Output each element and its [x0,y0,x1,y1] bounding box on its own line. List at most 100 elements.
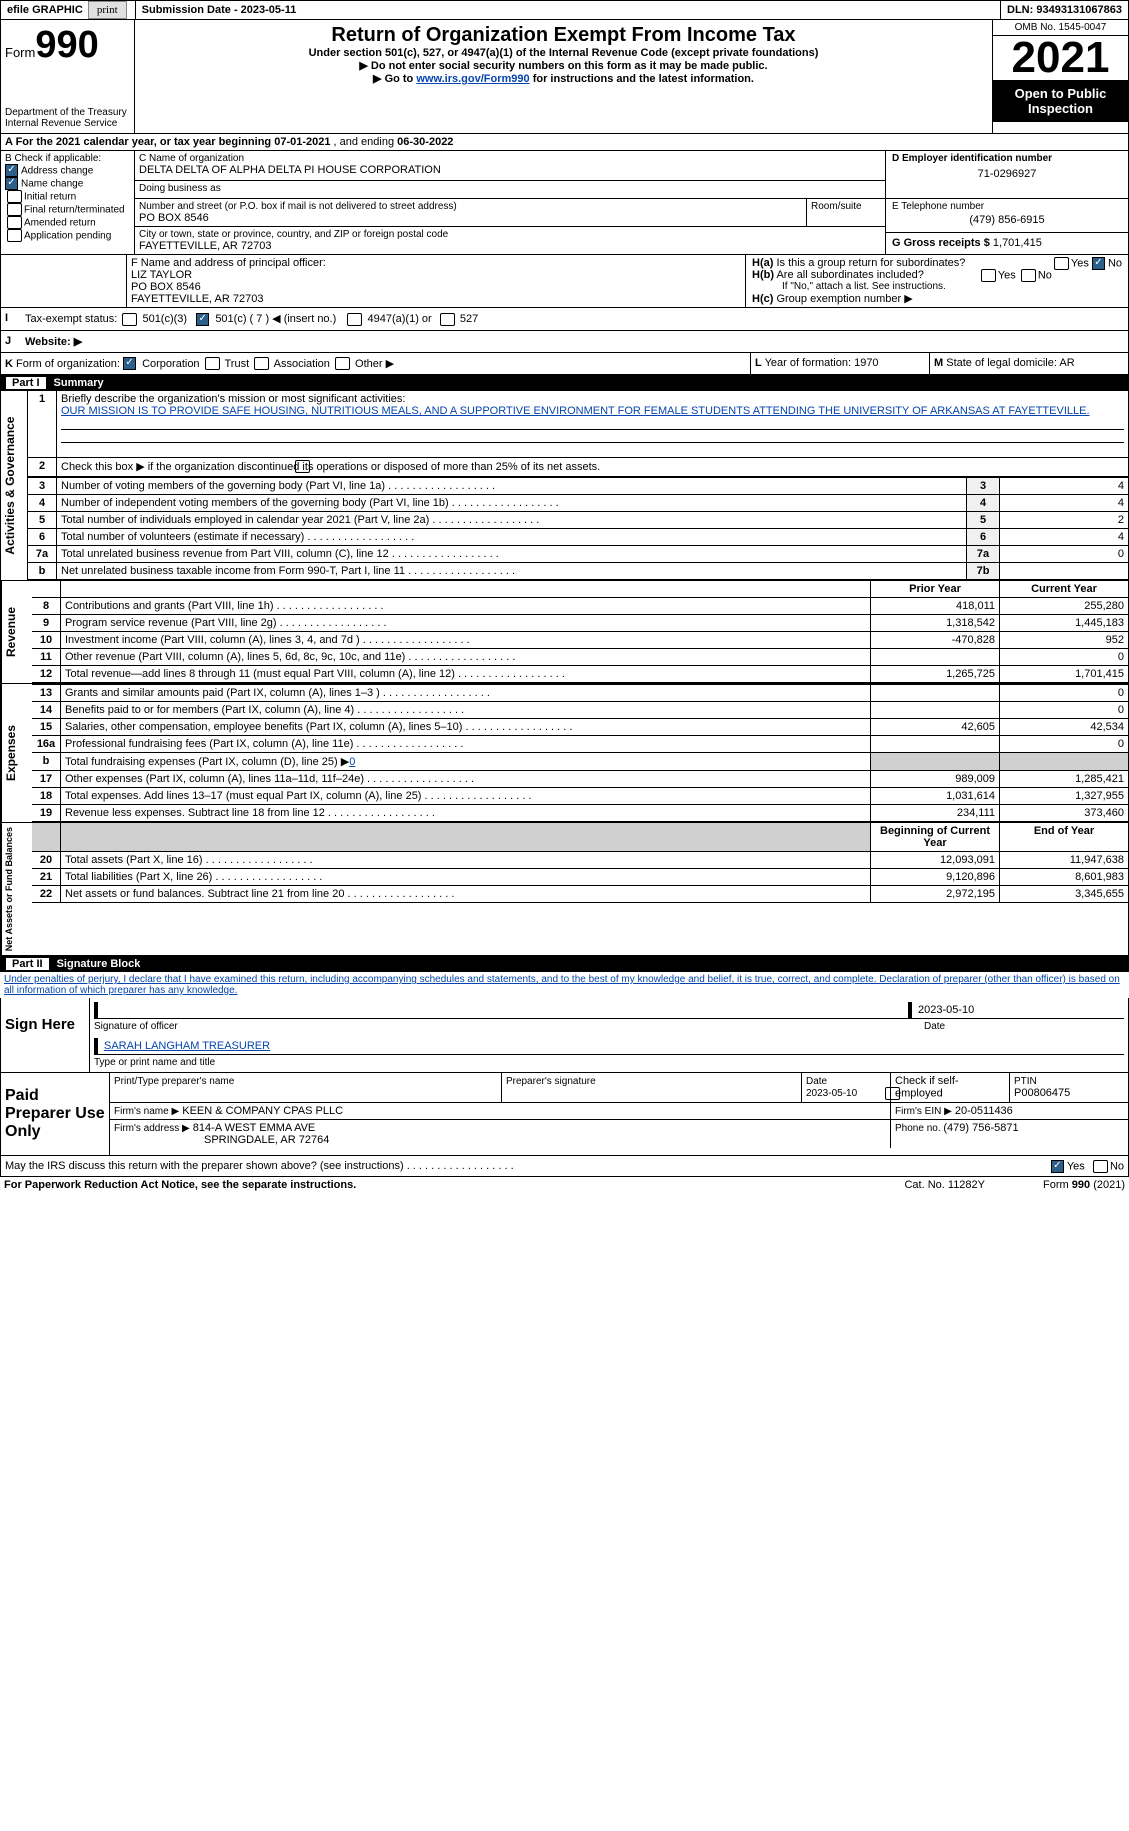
subtitle-3b: for instructions and the latest informat… [530,73,754,85]
ein: 71-0296927 [892,164,1122,184]
chk-address-change[interactable] [5,164,18,177]
open-inspection: Open to Public Inspection [993,80,1128,122]
top-bar: efile GRAPHIC print Submission Date - 20… [0,0,1129,20]
chk-other[interactable] [335,357,350,370]
line-i: I Tax-exempt status: 501(c)(3) 501(c) ( … [0,308,1129,331]
chk-501c3[interactable] [122,313,137,326]
form-number: 990 [35,24,98,66]
lbl-501c-b: ) ◀ (insert no.) [262,313,336,325]
chk-pending[interactable] [7,229,22,242]
footer: For Paperwork Reduction Act Notice, see … [0,1177,1129,1193]
street: PO BOX 8546 [139,212,802,224]
room-label: Room/suite [807,199,885,226]
chk-initial[interactable] [7,190,22,203]
discuss-yes-lbl: Yes [1067,1160,1085,1172]
declaration: Under penalties of perjury, I declare th… [0,972,1129,998]
m-text: State of legal domicile: [946,357,1059,369]
sign-here: Sign Here 2023-05-10 Signature of office… [0,998,1129,1073]
subtitle-3a: ▶ Go to [373,73,416,85]
hb-yes[interactable] [981,269,996,282]
chk-trust[interactable] [205,357,220,370]
f-label: F Name and address of principal officer: [131,257,741,269]
paid-label: Paid Preparer Use Only [1,1073,110,1155]
dept-label: Department of the Treasury [5,107,130,118]
side-rev: Revenue [1,581,32,683]
lbl-501c3: 501(c)(3) [142,313,187,325]
pp-name-lbl: Print/Type preparer's name [114,1076,234,1087]
chk-501c[interactable] [196,313,209,326]
dln: 93493131067863 [1036,4,1122,16]
firm-addr2: SPRINGDALE, AR 72764 [114,1134,329,1146]
firm-addr1: 814-A WEST EMMA AVE [193,1122,315,1134]
discuss-text: May the IRS discuss this return with the… [5,1160,404,1172]
chk-assoc[interactable] [254,357,269,370]
irs-label: Internal Revenue Service [5,118,130,129]
pp-date: 2023-05-10 [806,1088,857,1099]
chk-discontinued[interactable] [295,460,310,473]
officer-name: LIZ TAYLOR [131,269,741,281]
hb-yes-lbl: Yes [998,269,1016,281]
chk-527[interactable] [440,313,455,326]
b-header: B Check if applicable: [5,153,130,164]
side-exp: Expenses [1,684,32,822]
identity-block: B Check if applicable: Address change Na… [0,151,1129,255]
state-domicile: AR [1059,357,1074,369]
side-ag: Activities & Governance [1,391,27,580]
line-klm: K Form of organization: Corporation Trus… [0,353,1129,376]
print-button[interactable]: print [88,1,127,19]
chk-name-change[interactable] [5,177,18,190]
city: FAYETTEVILLE, AR 72703 [139,240,881,252]
form-label: Form [5,45,35,60]
part2-bar: Part IISignature Block [0,956,1129,972]
ty-end: 06-30-2022 [397,136,453,148]
chk-final[interactable] [7,203,22,216]
lbl-4947: 4947(a)(1) or [368,313,432,325]
part1-title: Summary [54,377,104,389]
line-a-text: A For the 2021 calendar year, or tax yea… [5,136,274,148]
chk-amended[interactable] [7,216,22,229]
line-j: J Website: ▶ [0,331,1129,353]
foot-r3: (2021) [1090,1179,1125,1191]
chk-corp[interactable] [123,357,136,370]
lbl-address-change: Address change [21,165,93,176]
officer-addr2: FAYETTEVILLE, AR 72703 [131,293,741,305]
firm-phone: (479) 756-5871 [943,1122,1018,1134]
lbl-pending: Application pending [24,230,111,241]
expense-block: Expenses 13Grants and similar amounts pa… [0,684,1129,823]
l2-text: Check this box ▶ if the organization dis… [61,461,600,473]
gross-receipts: 1,701,415 [993,237,1042,249]
c-label: C Name of organization [139,153,881,164]
hb-no[interactable] [1021,269,1036,282]
j-label: J [5,335,11,347]
h-note: If "No," attach a list. See instructions… [752,281,1122,292]
part2-label: Part II [6,958,49,970]
dba-label: Doing business as [139,183,881,194]
hb-label: H(b) [752,269,774,281]
tax-year: 2021 [993,36,1128,80]
ha-yes[interactable] [1054,257,1069,270]
foot-r2: 990 [1072,1179,1090,1191]
i-text: Tax-exempt status: [25,313,117,325]
sign-label: Sign Here [1,998,90,1072]
lbl-final: Final return/terminated [24,204,125,215]
sig-date: 2023-05-10 [918,1004,974,1016]
discuss-yes[interactable] [1051,1160,1064,1173]
i-label: I [5,312,8,324]
revenue-block: Revenue Prior YearCurrent Year8Contribut… [0,581,1129,684]
k-text: Form of organization: [16,358,120,370]
submission-date: 2023-05-11 [241,4,297,16]
discuss-no[interactable] [1093,1160,1108,1173]
block-fh: F Name and address of principal officer:… [0,255,1129,308]
discuss-row: May the IRS discuss this return with the… [0,1156,1129,1177]
chk-self-emp[interactable] [885,1087,900,1100]
paid-preparer: Paid Preparer Use Only Print/Type prepar… [0,1073,1129,1156]
ha-no[interactable] [1092,257,1105,270]
irs-link[interactable]: www.irs.gov/Form990 [416,73,529,85]
main-title: Return of Organization Exempt From Incom… [135,24,992,47]
sig-officer [104,1004,902,1016]
faddr-lbl: Firm's address ▶ [114,1123,190,1134]
firm-name: KEEN & COMPANY CPAS PLLC [182,1105,343,1117]
print-lbl: Type or print name and title [94,1057,1124,1068]
chk-4947[interactable] [347,313,362,326]
fphone-lbl: Phone no. [895,1123,943,1134]
